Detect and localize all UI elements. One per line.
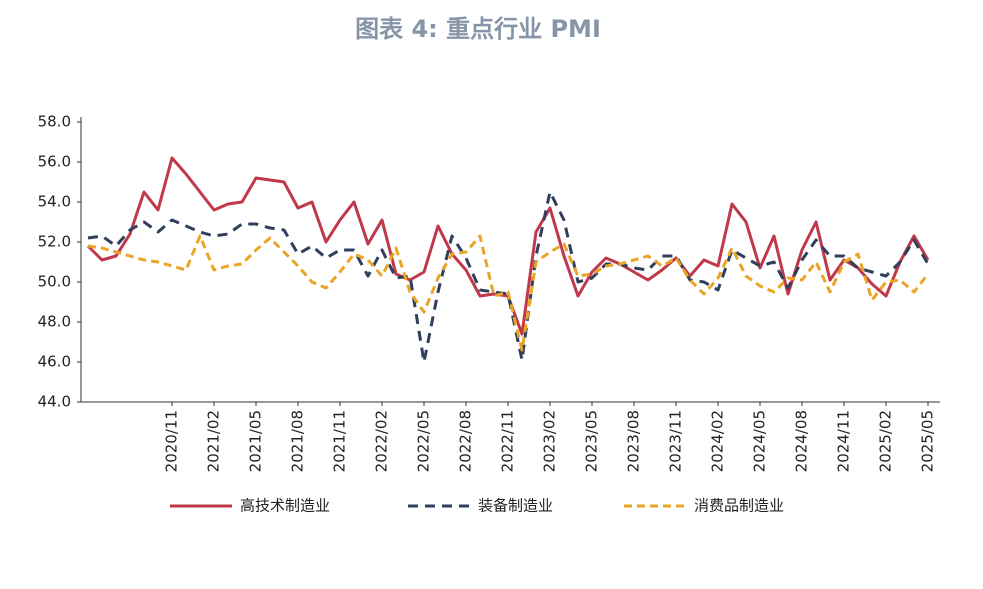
x-tick-label: 2025/05	[919, 410, 937, 472]
legend-label: 消费品制造业	[694, 497, 784, 515]
x-tick-label: 2022/05	[415, 410, 433, 472]
x-tick-label: 2024/02	[709, 410, 727, 472]
line-series	[87, 234, 930, 352]
y-tick-label: 44.0	[38, 393, 71, 411]
x-tick-label: 2021/02	[205, 410, 223, 472]
x-tick-label: 2023/02	[541, 410, 559, 472]
x-tick-label: 2022/08	[457, 410, 475, 472]
x-tick-label: 2020/11	[163, 410, 181, 472]
line-series	[86, 156, 930, 336]
y-tick-label: 48.0	[38, 313, 71, 331]
x-tick-label: 2023/05	[583, 410, 601, 472]
chart-title: 图表 4: 重点行业 PMI	[355, 15, 601, 43]
x-tick-label: 2024/11	[835, 410, 853, 472]
y-tick-label: 52.0	[38, 233, 71, 251]
legend-label: 装备制造业	[478, 497, 553, 515]
y-tick-label: 58.0	[38, 113, 71, 131]
y-tick-label: 50.0	[38, 273, 71, 291]
x-tick-label: 2022/11	[499, 410, 517, 472]
x-tick-label: 2024/08	[793, 410, 811, 472]
x-tick-label: 2023/08	[625, 410, 643, 472]
legend-label: 高技术制造业	[240, 497, 330, 515]
x-tick-label: 2022/02	[373, 410, 391, 472]
x-tick-label: 2021/11	[331, 410, 349, 472]
y-tick-label: 54.0	[38, 193, 71, 211]
y-tick-label: 46.0	[38, 353, 71, 371]
x-tick-label: 2025/02	[877, 410, 895, 472]
x-tick-label: 2024/05	[751, 410, 769, 472]
x-tick-label: 2021/05	[247, 410, 265, 472]
y-tick-label: 56.0	[38, 153, 71, 171]
x-tick-label: 2021/08	[289, 410, 307, 472]
x-tick-label: 2023/11	[667, 410, 685, 472]
line-series	[87, 190, 930, 364]
